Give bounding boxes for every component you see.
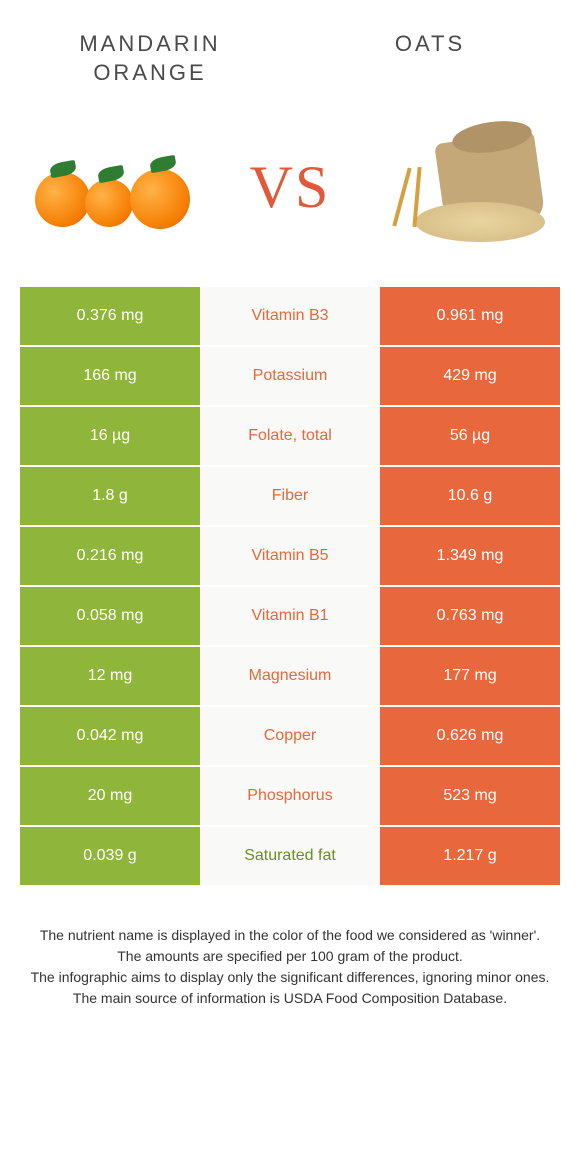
nutrient-name: Vitamin B3 (200, 287, 380, 345)
value-left: 0.058 mg (20, 587, 200, 645)
value-left: 12 mg (20, 647, 200, 705)
nutrient-name: Fiber (200, 467, 380, 525)
footer-line: The infographic aims to display only the… (30, 967, 550, 988)
table-row: 1.8 gFiber10.6 g (20, 467, 560, 525)
nutrient-name: Potassium (200, 347, 380, 405)
value-right: 0.763 mg (380, 587, 560, 645)
food-title-left: MANDARINORANGE (50, 30, 250, 87)
footer-line: The main source of information is USDA F… (30, 988, 550, 1009)
value-left: 0.042 mg (20, 707, 200, 765)
header: MANDARINORANGE OATS (0, 0, 580, 97)
images-row: VS (0, 97, 580, 287)
footer-line: The nutrient name is displayed in the co… (30, 925, 550, 946)
value-right: 0.961 mg (380, 287, 560, 345)
value-left: 16 µg (20, 407, 200, 465)
table-row: 166 mgPotassium429 mg (20, 347, 560, 405)
nutrient-name: Folate, total (200, 407, 380, 465)
value-right: 1.349 mg (380, 527, 560, 585)
nutrient-name: Phosphorus (200, 767, 380, 825)
value-right: 0.626 mg (380, 707, 560, 765)
value-right: 429 mg (380, 347, 560, 405)
table-row: 0.216 mgVitamin B51.349 mg (20, 527, 560, 585)
value-right: 1.217 g (380, 827, 560, 885)
footer-line: The amounts are specified per 100 gram o… (30, 946, 550, 967)
value-left: 20 mg (20, 767, 200, 825)
value-left: 0.376 mg (20, 287, 200, 345)
nutrient-name: Magnesium (200, 647, 380, 705)
oats-image (380, 117, 550, 257)
value-right: 523 mg (380, 767, 560, 825)
value-left: 1.8 g (20, 467, 200, 525)
nutrient-name: Vitamin B1 (200, 587, 380, 645)
table-row: 20 mgPhosphorus523 mg (20, 767, 560, 825)
value-left: 0.216 mg (20, 527, 200, 585)
value-left: 0.039 g (20, 827, 200, 885)
mandarin-image (30, 117, 200, 257)
nutrient-name: Saturated fat (200, 827, 380, 885)
table-row: 0.042 mgCopper0.626 mg (20, 707, 560, 765)
table-row: 0.058 mgVitamin B10.763 mg (20, 587, 560, 645)
vs-label: VS (250, 153, 331, 222)
nutrient-name: Vitamin B5 (200, 527, 380, 585)
table-row: 16 µgFolate, total56 µg (20, 407, 560, 465)
footer-notes: The nutrient name is displayed in the co… (30, 925, 550, 1009)
table-row: 0.376 mgVitamin B30.961 mg (20, 287, 560, 345)
nutrient-table: 0.376 mgVitamin B30.961 mg166 mgPotassiu… (20, 287, 560, 885)
food-title-right: OATS (330, 30, 530, 87)
table-row: 0.039 gSaturated fat1.217 g (20, 827, 560, 885)
value-right: 10.6 g (380, 467, 560, 525)
value-right: 56 µg (380, 407, 560, 465)
nutrient-name: Copper (200, 707, 380, 765)
value-right: 177 mg (380, 647, 560, 705)
table-row: 12 mgMagnesium177 mg (20, 647, 560, 705)
value-left: 166 mg (20, 347, 200, 405)
